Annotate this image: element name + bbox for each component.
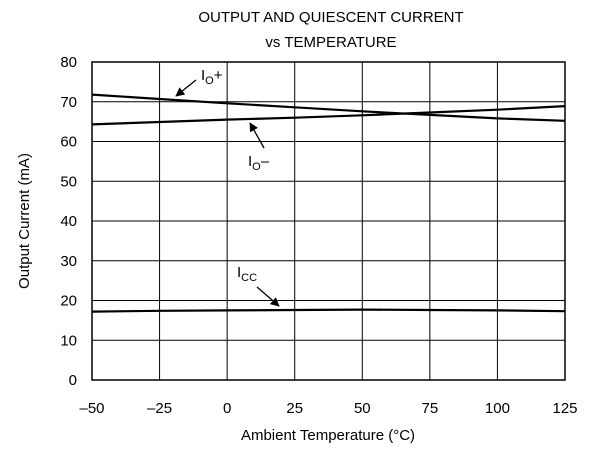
series-arrow-icc <box>256 286 280 307</box>
x-tick-label: 0 <box>223 400 231 417</box>
x-tick-label: 75 <box>422 400 439 417</box>
y-tick-label: 20 <box>60 293 77 310</box>
series-line-io-plus <box>91 93 566 122</box>
series-label-io-minus: IO– <box>248 153 270 173</box>
series-layer <box>91 93 566 313</box>
series-line-icc <box>91 308 566 313</box>
chart-title-line-1: OUTPUT AND QUIESCENT CURRENT <box>198 9 463 26</box>
y-axis-title: Output Current (mA) <box>16 153 33 289</box>
x-tick-label: 50 <box>354 400 371 417</box>
x-tick-label: 25 <box>286 400 303 417</box>
x-axis-title: Ambient Temperature (°C) <box>241 427 415 444</box>
y-tick-label: 40 <box>60 213 77 230</box>
tick-labels: –50 –25 0 25 50 75 100 125 0 10 20 30 40 50 60 70 80 <box>60 54 577 417</box>
plot-frame <box>91 61 566 381</box>
y-tick-label: 60 <box>60 134 77 151</box>
y-tick-label: 30 <box>60 253 77 270</box>
series-line-io-minus <box>91 105 566 126</box>
y-tick-label: 0 <box>69 372 77 389</box>
series-arrow-io-minus <box>249 122 265 149</box>
series-arrow-io-plus <box>175 79 197 97</box>
x-tick-label: 100 <box>485 400 510 417</box>
y-tick-label: 10 <box>60 332 77 349</box>
y-tick-label: 80 <box>60 54 77 71</box>
series-label-icc: ICC <box>237 264 257 284</box>
series-label-io-plus: IO+ <box>201 67 223 87</box>
chart-title-line-2: vs TEMPERATURE <box>265 34 396 51</box>
x-tick-label: –50 <box>79 400 104 417</box>
x-tick-label: –25 <box>147 400 172 417</box>
x-tick-label: 125 <box>552 400 577 417</box>
y-tick-label: 70 <box>60 94 77 111</box>
y-tick-label: 50 <box>60 173 77 190</box>
